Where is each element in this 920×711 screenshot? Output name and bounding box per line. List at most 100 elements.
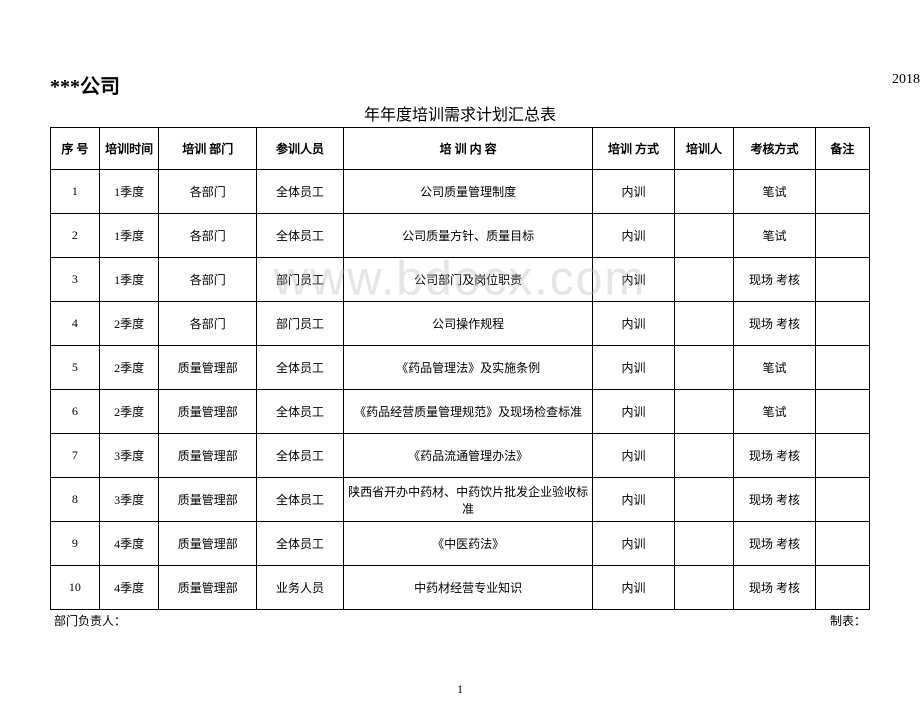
cell-assess: 现场 考核 <box>734 434 815 478</box>
year-fragment: 2018 <box>892 72 920 88</box>
cell-idx: 6 <box>51 390 100 434</box>
cell-part: 业务人员 <box>257 566 344 610</box>
table-row: 42季度各部门部门员工公司操作规程内训现场 考核 <box>51 302 870 346</box>
cell-method: 内训 <box>593 170 674 214</box>
training-plan-table: 序 号 培训时间 培训 部门 参训人员 培 训 内 容 培训 方式 培训人 考核… <box>50 127 870 610</box>
cell-time: 3季度 <box>99 478 159 522</box>
col-header-dept: 培训 部门 <box>159 128 257 170</box>
cell-remark <box>815 170 869 214</box>
footer-leader: 部门负责人： <box>54 612 126 629</box>
cell-remark <box>815 302 869 346</box>
cell-dept: 各部门 <box>159 258 257 302</box>
cell-trainer <box>674 566 734 610</box>
cell-method: 内训 <box>593 434 674 478</box>
cell-trainer <box>674 390 734 434</box>
cell-time: 2季度 <box>99 302 159 346</box>
cell-trainer <box>674 346 734 390</box>
cell-time: 1季度 <box>99 258 159 302</box>
cell-method: 内训 <box>593 258 674 302</box>
cell-trainer <box>674 522 734 566</box>
table-row: 83季度质量管理部全体员工陕西省开办中药材、中药饮片批发企业验收标准内训现场 考… <box>51 478 870 522</box>
cell-trainer <box>674 302 734 346</box>
cell-content: 《中医药法》 <box>343 522 592 566</box>
col-header-index: 序 号 <box>51 128 100 170</box>
table-body: 11季度各部门全体员工公司质量管理制度内训笔试21季度各部门全体员工公司质量方针… <box>51 170 870 610</box>
table-header-row: 序 号 培训时间 培训 部门 参训人员 培 训 内 容 培训 方式 培训人 考核… <box>51 128 870 170</box>
table-row: 104季度质量管理部业务人员中药材经营专业知识内训现场 考核 <box>51 566 870 610</box>
col-header-trainer: 培训人 <box>674 128 734 170</box>
cell-method: 内训 <box>593 346 674 390</box>
cell-content: 公司质量方针、质量目标 <box>343 214 592 258</box>
page-number: 1 <box>457 682 463 697</box>
company-name: ***公司 <box>50 70 120 99</box>
cell-remark <box>815 522 869 566</box>
cell-part: 全体员工 <box>257 346 344 390</box>
cell-remark <box>815 478 869 522</box>
cell-dept: 各部门 <box>159 214 257 258</box>
table-row: 62季度质量管理部全体员工《药品经营质量管理规范》及现场检查标准内训 笔试 <box>51 390 870 434</box>
cell-assess: 笔试 <box>734 390 815 434</box>
cell-assess: 笔试 <box>734 214 815 258</box>
cell-dept: 质量管理部 <box>159 390 257 434</box>
footer-preparer: 制表： <box>830 612 866 629</box>
col-header-time: 培训时间 <box>99 128 159 170</box>
cell-content: 中药材经营专业知识 <box>343 566 592 610</box>
cell-assess: 笔试 <box>734 170 815 214</box>
cell-remark <box>815 346 869 390</box>
cell-trainer <box>674 434 734 478</box>
cell-idx: 3 <box>51 258 100 302</box>
document-title: 年年度培训需求计划汇总表 <box>50 101 870 125</box>
cell-remark <box>815 434 869 478</box>
cell-time: 2季度 <box>99 346 159 390</box>
cell-dept: 各部门 <box>159 302 257 346</box>
col-header-remark: 备注 <box>815 128 869 170</box>
table-row: 94季度质量管理部全体员工《中医药法》内训现场 考核 <box>51 522 870 566</box>
cell-content: 公司部门及岗位职责 <box>343 258 592 302</box>
cell-part: 部门员工 <box>257 302 344 346</box>
cell-trainer <box>674 214 734 258</box>
cell-dept: 质量管理部 <box>159 566 257 610</box>
cell-remark <box>815 566 869 610</box>
cell-time: 1季度 <box>99 170 159 214</box>
cell-part: 全体员工 <box>257 170 344 214</box>
cell-method: 内训 <box>593 214 674 258</box>
header-row: ***公司 <box>50 70 870 99</box>
cell-time: 2季度 <box>99 390 159 434</box>
cell-part: 全体员工 <box>257 522 344 566</box>
cell-content: 《药品经营质量管理规范》及现场检查标准 <box>343 390 592 434</box>
cell-remark <box>815 390 869 434</box>
cell-dept: 质量管理部 <box>159 522 257 566</box>
cell-part: 全体员工 <box>257 434 344 478</box>
col-header-content: 培 训 内 容 <box>343 128 592 170</box>
cell-content: 《药品管理法》及实施条例 <box>343 346 592 390</box>
cell-idx: 10 <box>51 566 100 610</box>
cell-part: 全体员工 <box>257 390 344 434</box>
col-header-method: 培训 方式 <box>593 128 674 170</box>
cell-idx: 7 <box>51 434 100 478</box>
cell-part: 全体员工 <box>257 214 344 258</box>
cell-idx: 8 <box>51 478 100 522</box>
cell-idx: 2 <box>51 214 100 258</box>
cell-part: 全体员工 <box>257 478 344 522</box>
cell-part: 部门员工 <box>257 258 344 302</box>
cell-method: 内训 <box>593 522 674 566</box>
cell-method: 内训 <box>593 566 674 610</box>
cell-content: 陕西省开办中药材、中药饮片批发企业验收标准 <box>343 478 592 522</box>
cell-time: 4季度 <box>99 566 159 610</box>
cell-dept: 各部门 <box>159 170 257 214</box>
cell-method: 内训 <box>593 390 674 434</box>
col-header-assessment: 考核方式 <box>734 128 815 170</box>
cell-remark <box>815 258 869 302</box>
table-row: 31季度各部门部门员工公司部门及岗位职责内训现场 考核 <box>51 258 870 302</box>
table-row: 73季度质量管理部全体员工《药品流通管理办法》内训现场 考核 <box>51 434 870 478</box>
cell-content: 公司操作规程 <box>343 302 592 346</box>
cell-content: 公司质量管理制度 <box>343 170 592 214</box>
cell-time: 1季度 <box>99 214 159 258</box>
cell-dept: 质量管理部 <box>159 478 257 522</box>
cell-method: 内训 <box>593 478 674 522</box>
cell-assess: 笔试 <box>734 346 815 390</box>
cell-method: 内训 <box>593 302 674 346</box>
col-header-participants: 参训人员 <box>257 128 344 170</box>
table-row: 21季度各部门全体员工公司质量方针、质量目标内训 笔试 <box>51 214 870 258</box>
footer-row: 部门负责人： 制表： <box>50 612 870 629</box>
